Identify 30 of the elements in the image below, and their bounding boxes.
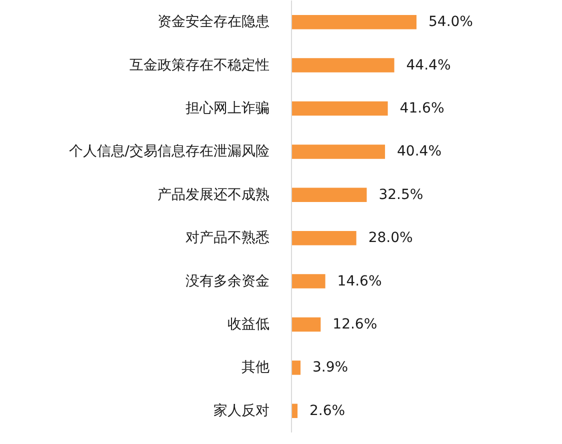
data-label: 12.6%: [332, 316, 378, 332]
y-tick-label: 产品发展还不成熟: [158, 186, 270, 203]
y-tick-label: 对产品不熟悉: [186, 230, 270, 246]
data-label: 28.0%: [368, 230, 413, 246]
bar: [292, 404, 298, 418]
y-tick-label: 家人反对: [214, 402, 270, 419]
bar: [292, 144, 386, 159]
bar: [292, 317, 321, 332]
y-tick-label: 互金政策存在不稳定性: [130, 57, 270, 74]
data-label: 54.0%: [428, 14, 473, 30]
bar: [292, 274, 326, 288]
data-label: 41.6%: [400, 100, 444, 116]
y-tick-label: 资金安全存在隐患: [158, 14, 270, 30]
bar: [292, 230, 356, 246]
y-tick-label: 其他: [242, 360, 270, 376]
bar: [292, 14, 416, 30]
bar: [292, 58, 394, 72]
data-label: 32.5%: [378, 186, 424, 203]
bar: [292, 360, 301, 375]
y-tick-label: 个人信息/交易信息存在泄漏风险: [68, 144, 270, 160]
y-tick-label: 收益低: [228, 316, 270, 332]
y-tick-label: 没有多余资金: [186, 273, 270, 290]
data-label: 3.9%: [312, 360, 348, 376]
y-tick-label: 担心网上诈骗: [186, 100, 270, 116]
data-label: 44.4%: [406, 57, 451, 74]
data-label: 2.6%: [310, 402, 346, 419]
bar: [292, 101, 388, 116]
data-label: 14.6%: [337, 273, 382, 290]
bar: [292, 188, 367, 202]
data-label: 40.4%: [397, 144, 442, 160]
